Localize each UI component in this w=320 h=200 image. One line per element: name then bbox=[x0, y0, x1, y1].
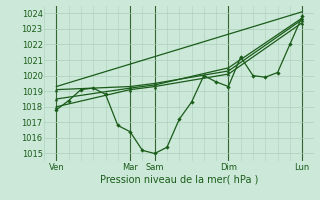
X-axis label: Pression niveau de la mer( hPa ): Pression niveau de la mer( hPa ) bbox=[100, 174, 259, 184]
